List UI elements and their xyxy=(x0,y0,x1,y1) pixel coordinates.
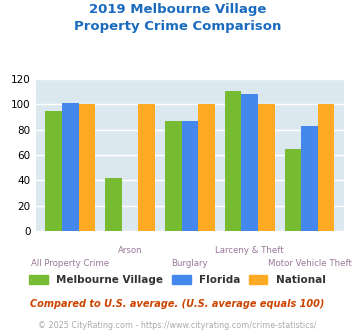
Text: Arson: Arson xyxy=(118,246,142,255)
Text: Burglary: Burglary xyxy=(171,259,208,268)
Bar xyxy=(258,105,275,231)
Text: All Property Crime: All Property Crime xyxy=(31,259,109,268)
Bar xyxy=(198,105,215,231)
Text: Motor Vehicle Theft: Motor Vehicle Theft xyxy=(268,259,351,268)
Bar xyxy=(138,105,155,231)
Text: Compared to U.S. average. (U.S. average equals 100): Compared to U.S. average. (U.S. average … xyxy=(30,299,325,309)
Bar xyxy=(318,105,334,231)
Bar xyxy=(225,90,241,231)
Bar xyxy=(165,121,182,231)
Text: 2019 Melbourne Village
Property Crime Comparison: 2019 Melbourne Village Property Crime Co… xyxy=(74,3,281,33)
Bar xyxy=(182,121,198,231)
Bar xyxy=(79,105,95,231)
Bar xyxy=(105,178,122,231)
Legend: Melbourne Village, Florida, National: Melbourne Village, Florida, National xyxy=(25,271,330,289)
Bar xyxy=(45,111,62,231)
Text: Larceny & Theft: Larceny & Theft xyxy=(215,246,284,255)
Bar xyxy=(241,94,258,231)
Text: © 2025 CityRating.com - https://www.cityrating.com/crime-statistics/: © 2025 CityRating.com - https://www.city… xyxy=(38,321,317,330)
Bar xyxy=(301,126,318,231)
Bar xyxy=(62,103,79,231)
Bar xyxy=(285,149,301,231)
